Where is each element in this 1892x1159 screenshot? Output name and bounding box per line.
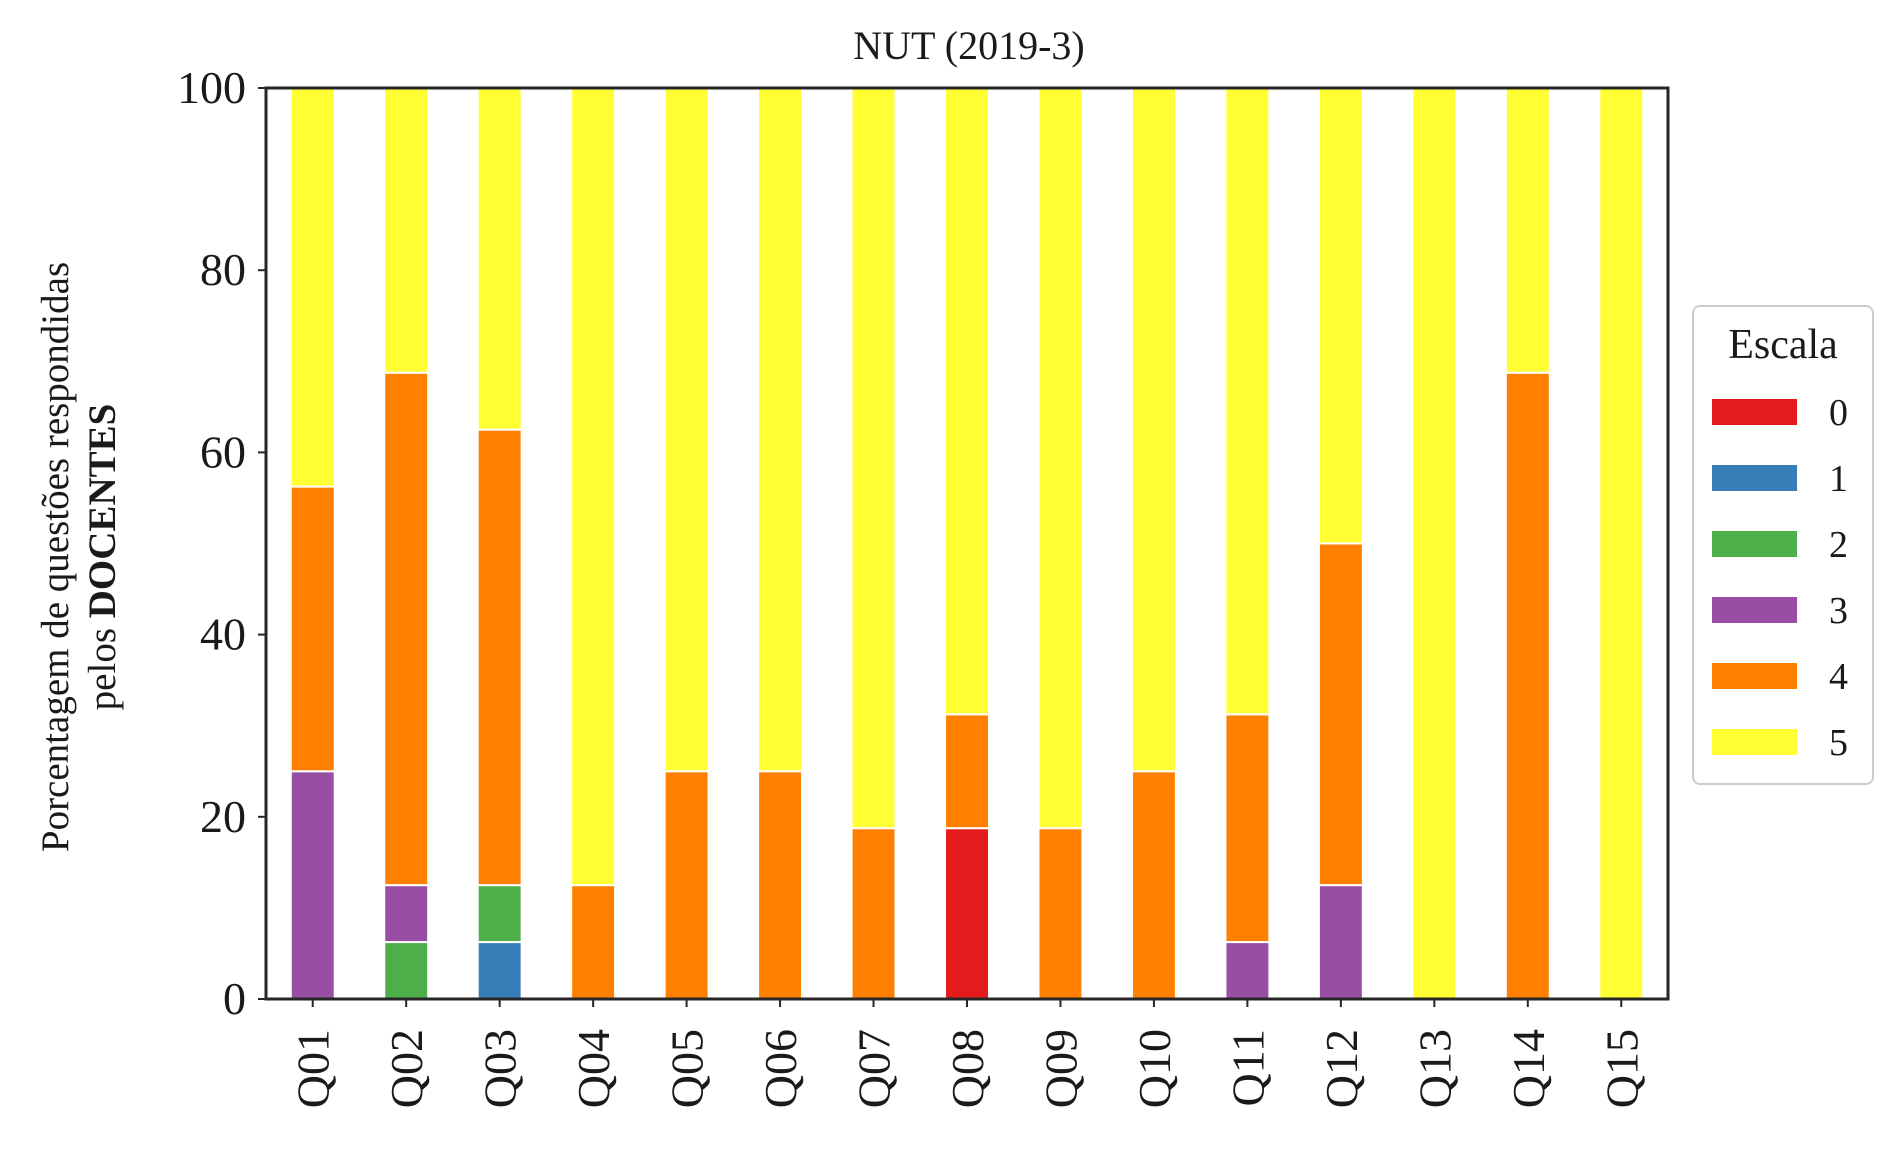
bar-segment-Q10-scale-4 xyxy=(1130,770,1177,1000)
bar-segment-Q14-scale-4 xyxy=(1504,371,1551,1000)
y-tick-label: 0 xyxy=(223,973,246,1024)
bar-segment-Q12-scale-5 xyxy=(1317,87,1364,545)
x-tick-label-Q13: Q13 xyxy=(1409,1029,1460,1108)
bar-segment-Q10-scale-5 xyxy=(1130,87,1177,773)
bar-segment-Q02-scale-3 xyxy=(383,884,430,944)
x-tick-label-Q08: Q08 xyxy=(942,1029,993,1108)
bar-segment-Q04-scale-4 xyxy=(570,884,617,1001)
x-tick-label-Q01: Q01 xyxy=(288,1029,339,1108)
bar-segment-Q11-scale-5 xyxy=(1224,87,1271,716)
bar-segment-Q02-scale-2 xyxy=(383,941,430,1000)
legend-label-2: 2 xyxy=(1829,524,1848,566)
bar-segment-Q07-scale-5 xyxy=(850,87,897,830)
bar-segment-Q14-scale-5 xyxy=(1504,87,1551,374)
legend-swatch-3 xyxy=(1712,597,1797,623)
legend-label-4: 4 xyxy=(1829,656,1848,698)
bar-segment-Q02-scale-5 xyxy=(383,87,430,374)
x-tick-label-Q04: Q04 xyxy=(568,1029,619,1108)
bar-segment-Q04-scale-5 xyxy=(570,87,617,887)
x-tick-label-Q10: Q10 xyxy=(1129,1029,1180,1108)
x-tick-label-Q14: Q14 xyxy=(1503,1029,1554,1108)
y-tick-label: 20 xyxy=(200,791,246,842)
y-tick-label: 60 xyxy=(200,426,246,477)
bar-segment-Q06-scale-4 xyxy=(757,770,804,1000)
legend-label-3: 3 xyxy=(1829,590,1848,632)
bar-segment-Q15-scale-5 xyxy=(1598,87,1645,1000)
bar-segment-Q02-scale-4 xyxy=(383,371,430,887)
bar-segment-Q12-scale-3 xyxy=(1317,884,1364,1001)
bar-segment-Q12-scale-4 xyxy=(1317,542,1364,887)
legend-swatch-5 xyxy=(1712,729,1797,755)
bar-segment-Q05-scale-4 xyxy=(663,770,710,1000)
x-tick-label-Q09: Q09 xyxy=(1035,1029,1086,1108)
legend-swatch-2 xyxy=(1712,531,1797,557)
y-axis-label-bold: DOCENTES xyxy=(81,404,124,619)
y-axis-label-line-2: pelos DOCENTES xyxy=(81,404,124,711)
bar-segment-Q11-scale-4 xyxy=(1224,713,1271,944)
bar-segment-Q03-scale-2 xyxy=(476,884,523,944)
y-axis-label: Porcentagem de questões respondidas pelo… xyxy=(34,262,124,852)
chart-title: NUT (2019-3) xyxy=(853,23,1084,68)
y-axis-ticks: 0 20 40 60 80 100 xyxy=(177,62,266,1024)
y-axis-label-prefix: pelos xyxy=(81,618,124,710)
bar-segment-Q08-scale-0 xyxy=(944,827,990,1000)
legend-swatch-4 xyxy=(1712,663,1797,689)
x-tick-label-Q02: Q02 xyxy=(381,1029,432,1108)
legend-swatch-0 xyxy=(1712,399,1797,425)
bars-layer xyxy=(289,87,1645,1001)
legend-label-1: 1 xyxy=(1829,458,1848,500)
x-tick-label-Q12: Q12 xyxy=(1316,1029,1367,1108)
bar-segment-Q06-scale-5 xyxy=(757,87,804,773)
bar-segment-Q03-scale-5 xyxy=(476,87,523,431)
x-tick-label-Q06: Q06 xyxy=(755,1029,806,1108)
bar-segment-Q09-scale-4 xyxy=(1037,827,1084,1000)
bar-segment-Q01-scale-4 xyxy=(289,485,336,773)
bar-segment-Q09-scale-5 xyxy=(1037,87,1084,830)
bar-segment-Q13-scale-5 xyxy=(1411,87,1458,1000)
bar-segment-Q03-scale-1 xyxy=(476,941,523,1000)
legend: Escala 0 1 2 3 4 5 xyxy=(1692,305,1874,785)
legend-label-5: 5 xyxy=(1829,722,1848,764)
bar-segment-Q08-scale-5 xyxy=(944,87,990,716)
x-tick-label-Q15: Q15 xyxy=(1596,1029,1647,1108)
x-tick-label-Q11: Q11 xyxy=(1222,1029,1273,1107)
bar-segment-Q08-scale-4 xyxy=(944,713,990,830)
y-tick-label: 40 xyxy=(200,609,246,660)
bar-segment-Q05-scale-5 xyxy=(663,87,710,773)
bar-segment-Q01-scale-5 xyxy=(289,87,336,488)
x-tick-label-Q05: Q05 xyxy=(662,1029,713,1108)
x-axis-ticks: Q01 Q02 Q03 Q04 Q05 Q06 Q07 Q08 Q09 Q10 Q11 Q12 Q13 Q… xyxy=(288,999,1647,1108)
y-axis-label-line-1: Porcentagem de questões respondidas xyxy=(34,262,77,852)
x-tick-label-Q07: Q07 xyxy=(849,1029,900,1108)
legend-title: Escala xyxy=(1728,322,1838,368)
bar-segment-Q11-scale-3 xyxy=(1224,941,1271,1000)
y-tick-label: 80 xyxy=(200,244,246,295)
y-tick-label: 100 xyxy=(177,62,246,113)
bar-segment-Q07-scale-4 xyxy=(850,827,897,1000)
legend-swatch-1 xyxy=(1712,465,1797,491)
x-tick-label-Q03: Q03 xyxy=(475,1029,526,1108)
plot-frame xyxy=(264,86,1670,1001)
bar-segment-Q01-scale-3 xyxy=(289,770,336,1000)
legend-label-0: 0 xyxy=(1829,392,1848,434)
bar-segment-Q03-scale-4 xyxy=(476,428,523,887)
